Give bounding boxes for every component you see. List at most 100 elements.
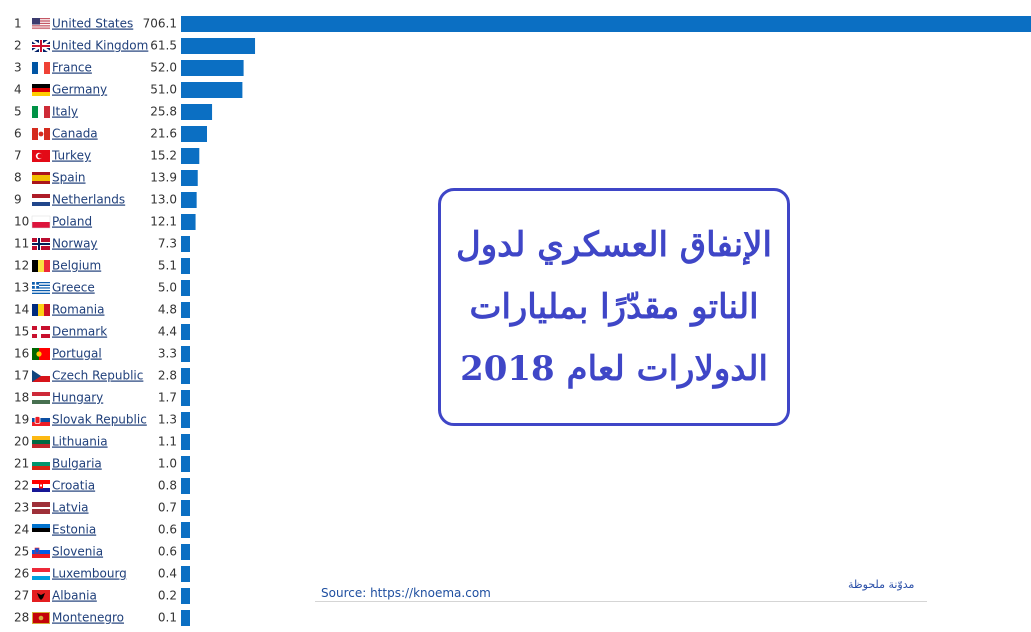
chart-row: 12 Belgium 5.1 <box>14 258 190 274</box>
bar <box>181 192 197 208</box>
flag-me-icon <box>32 612 50 624</box>
bar <box>181 104 213 120</box>
rank-label: 16 <box>14 347 29 361</box>
chart-row: 8 Spain 13.9 <box>14 170 198 186</box>
bar <box>181 302 190 318</box>
bar <box>181 60 244 76</box>
value-label: 21.6 <box>150 127 177 141</box>
country-link[interactable]: Estonia <box>52 523 96 537</box>
flag-hr-icon <box>32 480 50 492</box>
rank-label: 13 <box>14 281 29 295</box>
rank-label: 15 <box>14 325 29 339</box>
value-label: 0.4 <box>158 567 177 581</box>
chart-row: 28 Montenegro 0.1 <box>14 610 190 626</box>
value-label: 1.1 <box>158 435 177 449</box>
rank-label: 5 <box>14 105 22 119</box>
country-link[interactable]: Portugal <box>52 347 102 361</box>
country-link[interactable]: Albania <box>52 589 97 603</box>
bar <box>181 368 190 384</box>
country-link[interactable]: Slovenia <box>52 545 103 559</box>
bar <box>181 544 190 560</box>
country-link[interactable]: Hungary <box>52 391 103 405</box>
chart-row: 18 Hungary 1.7 <box>14 390 190 406</box>
value-label: 4.8 <box>158 303 177 317</box>
chart-title-line-1: الإنفاق العسكري لدول <box>456 225 772 265</box>
rank-label: 27 <box>14 589 29 603</box>
flag-gr-icon <box>32 282 50 294</box>
country-link[interactable]: Greece <box>52 281 95 295</box>
rank-label: 18 <box>14 391 29 405</box>
country-link[interactable]: Belgium <box>52 259 101 273</box>
flag-lv-icon <box>32 502 50 514</box>
value-label: 61.5 <box>150 39 177 53</box>
country-link[interactable]: France <box>52 61 92 75</box>
chart-row: 11 Norway 7.3 <box>14 236 190 252</box>
bar <box>181 258 190 274</box>
country-link[interactable]: Denmark <box>52 325 107 339</box>
value-label: 52.0 <box>150 61 177 75</box>
bar <box>181 170 198 186</box>
flag-pt-icon <box>32 348 50 360</box>
rank-label: 19 <box>14 413 29 427</box>
rank-label: 2 <box>14 39 22 53</box>
chart-row: 9 Netherlands 13.0 <box>14 192 197 208</box>
value-label: 15.2 <box>150 149 177 163</box>
country-link[interactable]: Latvia <box>52 501 89 515</box>
country-link[interactable]: Czech Republic <box>52 369 143 383</box>
country-link[interactable]: Poland <box>52 215 92 229</box>
country-link[interactable]: United States <box>52 17 133 31</box>
bar <box>181 126 208 142</box>
bar <box>181 456 190 472</box>
flag-us-icon <box>32 18 50 30</box>
bar <box>181 214 196 230</box>
country-link[interactable]: Germany <box>52 83 107 97</box>
value-label: 4.4 <box>158 325 177 339</box>
chart-row: 13 Greece 5.0 <box>14 280 190 296</box>
country-link[interactable]: Canada <box>52 127 98 141</box>
country-link[interactable]: Slovak Republic <box>52 413 147 427</box>
country-link[interactable]: United Kingdom <box>52 39 148 53</box>
rank-label: 26 <box>14 567 29 581</box>
bar <box>181 324 190 340</box>
chart-row: 4 Germany 51.0 <box>14 82 243 98</box>
country-link[interactable]: Montenegro <box>52 611 124 625</box>
chart-row: 2 United Kingdom 61.5 <box>14 38 256 54</box>
country-link[interactable]: Spain <box>52 171 86 185</box>
rank-label: 10 <box>14 215 29 229</box>
flag-be-icon <box>32 260 50 272</box>
bar <box>181 412 190 428</box>
value-label: 1.7 <box>158 391 177 405</box>
source-link[interactable]: Source: https://knoema.com <box>321 586 491 600</box>
country-link[interactable]: Luxembourg <box>52 567 127 581</box>
chart-row: 17 Czech Republic 2.8 <box>14 368 190 384</box>
source-divider <box>315 601 927 602</box>
flag-de-icon <box>32 84 50 96</box>
flag-gb-icon <box>31 38 51 54</box>
rank-label: 20 <box>14 435 29 449</box>
chart-row: 19 Slovak Republic 1.3 <box>14 412 190 428</box>
bar <box>181 16 1031 32</box>
chart-row: 3 France 52.0 <box>14 60 244 76</box>
country-link[interactable]: Bulgaria <box>52 457 102 471</box>
country-link[interactable]: Lithuania <box>52 435 108 449</box>
flag-lt-icon <box>32 436 50 448</box>
country-link[interactable]: Croatia <box>52 479 95 493</box>
value-label: 0.8 <box>158 479 177 493</box>
flag-it-icon <box>32 106 50 118</box>
chart-row: 5 Italy 25.8 <box>14 104 213 120</box>
value-label: 12.1 <box>150 215 177 229</box>
country-link[interactable]: Netherlands <box>52 193 125 207</box>
country-link[interactable]: Norway <box>52 237 98 251</box>
chart-row: 20 Lithuania 1.1 <box>14 434 190 450</box>
country-link[interactable]: Italy <box>52 105 78 119</box>
chart-title-box: الإنفاق العسكري لدول الناتو مقدّرًا بملي… <box>438 188 790 426</box>
rank-label: 7 <box>14 149 22 163</box>
value-label: 0.6 <box>158 523 177 537</box>
chart-row: 15 Denmark 4.4 <box>14 324 190 340</box>
chart-row: 7 Turkey 15.2 <box>14 148 200 164</box>
country-link[interactable]: Turkey <box>51 149 91 163</box>
rank-label: 6 <box>14 127 22 141</box>
chart-row: 21 Bulgaria 1.0 <box>14 456 190 472</box>
flag-al-icon <box>32 590 50 602</box>
country-link[interactable]: Romania <box>52 303 104 317</box>
